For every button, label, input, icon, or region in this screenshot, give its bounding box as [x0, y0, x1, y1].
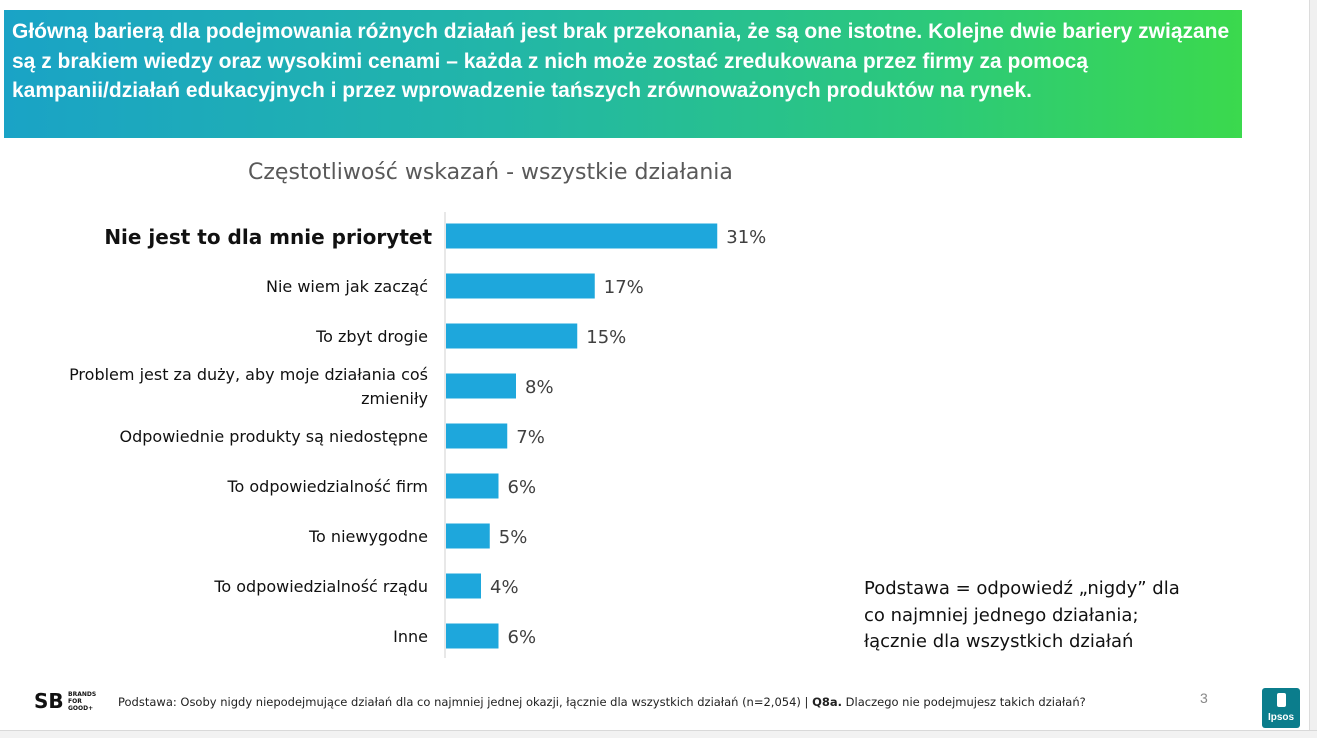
bar [446, 623, 499, 649]
ipsos-figure-icon [1277, 693, 1286, 707]
chart-title: Częstotliwość wskazań - wszystkie działa… [248, 160, 733, 185]
svg-text:GOOD+: GOOD+ [68, 705, 93, 712]
bar [446, 523, 490, 549]
data-label: 31% [726, 227, 766, 248]
svg-text:SB: SB [34, 689, 64, 712]
data-label: 8% [525, 377, 554, 398]
bar [446, 423, 508, 449]
category-label: To odpowiedzialność rządu [213, 577, 428, 596]
brands-for-good-logo: SB BRANDS FOR GOOD+ [34, 689, 96, 712]
headline-text: Główną barierą dla podejmowania różnych … [12, 20, 1230, 102]
data-label: 6% [508, 627, 537, 648]
base-note: Podstawa = odpowiedź „nigdy” dla co najm… [864, 578, 1180, 652]
bar [446, 373, 516, 399]
data-label: 5% [499, 527, 528, 548]
headline-banner: Główną barierą dla podejmowania różnych … [4, 10, 1242, 138]
category-label: Inne [393, 627, 428, 646]
svg-text:BRANDS: BRANDS [68, 691, 96, 698]
svg-text:FOR: FOR [68, 698, 82, 705]
window-edge [1309, 0, 1317, 737]
data-label: 4% [490, 577, 519, 598]
bar [446, 323, 578, 349]
ipsos-logo: Ipsos [1262, 688, 1300, 728]
bar [446, 223, 718, 249]
footer-base-text: Podstawa: Osoby nigdy niepodejmujące dzi… [118, 695, 1086, 709]
bar-chart: 31% Nie jest to dla mnie priorytet 17% Nie … [69, 212, 766, 658]
footer-question-id: Q8a. [812, 695, 842, 709]
bar [446, 473, 499, 499]
bar [446, 573, 481, 599]
category-label: To odpowiedzialność firm [226, 477, 428, 496]
category-label: To zbyt drogie [315, 327, 428, 346]
category-label: To niewygodne [308, 527, 428, 546]
category-label: Nie wiem jak zacząć [266, 277, 428, 296]
footer-base: Podstawa: Osoby nigdy niepodejmujące dzi… [118, 695, 809, 709]
page-number: 3 [1200, 690, 1208, 706]
category-label: Nie jest to dla mnie priorytet [104, 225, 432, 249]
ipsos-logo-text: Ipsos [1267, 712, 1295, 723]
data-label: 15% [586, 327, 626, 348]
data-label: 6% [508, 477, 537, 498]
bar [446, 273, 595, 299]
data-label: 17% [604, 277, 644, 298]
data-label: 7% [516, 427, 545, 448]
footer-question: Dlaczego nie podejmujesz takich działań? [845, 695, 1086, 709]
category-label: Problem jest za duży, aby moje działania… [69, 365, 428, 408]
bottom-edge [0, 730, 1317, 738]
category-label: Odpowiednie produkty są niedostępne [120, 427, 429, 446]
